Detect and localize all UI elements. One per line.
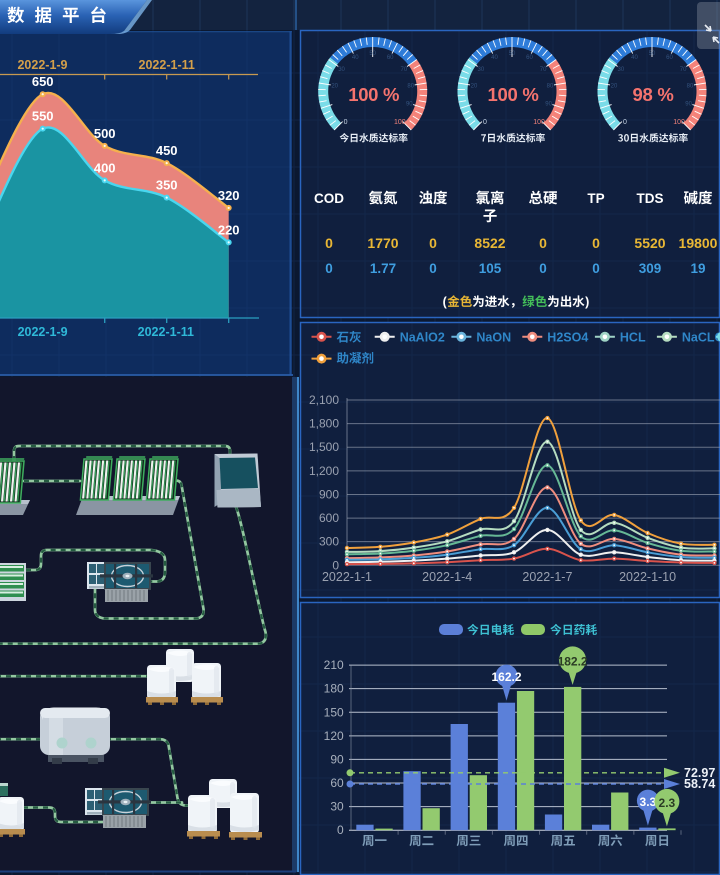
svg-text:50: 50 bbox=[369, 51, 376, 57]
svg-text:500: 500 bbox=[94, 126, 116, 141]
svg-text:20: 20 bbox=[331, 83, 338, 89]
svg-text:60: 60 bbox=[387, 55, 394, 61]
svg-text:30: 30 bbox=[618, 67, 625, 73]
svg-text:5520: 5520 bbox=[634, 235, 665, 251]
svg-text:600: 600 bbox=[319, 511, 339, 525]
svg-text:0: 0 bbox=[429, 235, 437, 251]
svg-text:60: 60 bbox=[330, 776, 344, 790]
svg-text:40: 40 bbox=[491, 55, 498, 61]
svg-text:HCL: HCL bbox=[620, 331, 646, 345]
svg-text:350: 350 bbox=[156, 178, 178, 193]
svg-text:2,100: 2,100 bbox=[309, 393, 339, 407]
svg-text:70: 70 bbox=[680, 67, 687, 73]
svg-text:2.3: 2.3 bbox=[659, 796, 676, 810]
svg-text:1,500: 1,500 bbox=[309, 440, 339, 454]
svg-text:80: 80 bbox=[547, 83, 554, 89]
svg-text:90: 90 bbox=[330, 752, 344, 766]
svg-text:2022-1-9: 2022-1-9 bbox=[17, 58, 67, 72]
svg-text:NaON: NaON bbox=[476, 331, 511, 345]
svg-text:90: 90 bbox=[406, 101, 413, 107]
svg-text:50: 50 bbox=[649, 51, 656, 57]
svg-text:70: 70 bbox=[401, 67, 408, 73]
svg-text:(: ( bbox=[443, 295, 448, 309]
svg-text:19800: 19800 bbox=[679, 235, 718, 251]
svg-text:72.97: 72.97 bbox=[684, 766, 715, 780]
svg-text:80: 80 bbox=[687, 83, 694, 89]
svg-text:30: 30 bbox=[338, 67, 345, 73]
svg-text:210: 210 bbox=[324, 658, 344, 672]
svg-text:98 %: 98 % bbox=[633, 84, 674, 105]
svg-text:0: 0 bbox=[539, 261, 547, 276]
svg-text:100: 100 bbox=[394, 119, 406, 126]
svg-text:2022-1-9: 2022-1-9 bbox=[18, 325, 68, 339]
svg-text:H2SO4: H2SO4 bbox=[547, 331, 588, 345]
svg-text:100 %: 100 % bbox=[488, 84, 539, 105]
svg-text:1,800: 1,800 bbox=[309, 417, 339, 431]
svg-text:320: 320 bbox=[218, 188, 240, 203]
svg-text:2022-1-11: 2022-1-11 bbox=[139, 58, 195, 72]
svg-text:): ) bbox=[585, 295, 589, 309]
svg-text:105: 105 bbox=[479, 261, 502, 276]
svg-text:650: 650 bbox=[32, 74, 54, 89]
svg-text:19: 19 bbox=[690, 261, 705, 276]
svg-text:0: 0 bbox=[429, 261, 437, 276]
svg-text:20: 20 bbox=[471, 83, 478, 89]
svg-text:0: 0 bbox=[592, 235, 600, 251]
svg-text:30: 30 bbox=[330, 800, 344, 814]
svg-text:50: 50 bbox=[509, 51, 516, 57]
svg-text:60: 60 bbox=[666, 55, 673, 61]
svg-text:1.77: 1.77 bbox=[370, 261, 396, 276]
svg-text:0: 0 bbox=[325, 261, 333, 276]
svg-text:40: 40 bbox=[352, 55, 359, 61]
svg-text:TDS: TDS bbox=[637, 191, 664, 206]
svg-text:2022-1-11: 2022-1-11 bbox=[138, 325, 194, 339]
svg-text:8522: 8522 bbox=[474, 235, 505, 251]
svg-text:90: 90 bbox=[685, 101, 692, 107]
svg-text:2022-1-1: 2022-1-1 bbox=[322, 570, 372, 584]
svg-text:100 %: 100 % bbox=[348, 84, 399, 105]
svg-text:90: 90 bbox=[545, 101, 552, 107]
svg-text:70: 70 bbox=[540, 67, 547, 73]
svg-text:0: 0 bbox=[483, 119, 487, 126]
svg-text:0: 0 bbox=[344, 119, 348, 126]
svg-text:20: 20 bbox=[611, 83, 618, 89]
svg-text:0: 0 bbox=[623, 119, 627, 126]
svg-text:58.74: 58.74 bbox=[684, 777, 715, 791]
svg-text:182.2: 182.2 bbox=[558, 654, 588, 668]
svg-text:3.3: 3.3 bbox=[640, 795, 657, 809]
svg-text:1770: 1770 bbox=[367, 235, 398, 251]
svg-text:NaAlO2: NaAlO2 bbox=[400, 331, 445, 345]
svg-text:1,200: 1,200 bbox=[309, 464, 339, 478]
svg-text:TP: TP bbox=[587, 191, 604, 206]
svg-text:100: 100 bbox=[533, 119, 545, 126]
svg-text:300: 300 bbox=[319, 535, 339, 549]
svg-text:220: 220 bbox=[218, 222, 240, 237]
svg-text:180: 180 bbox=[324, 682, 344, 696]
svg-text:400: 400 bbox=[94, 160, 116, 175]
svg-text:0: 0 bbox=[332, 558, 339, 572]
svg-text:309: 309 bbox=[639, 261, 662, 276]
svg-text:40: 40 bbox=[631, 55, 638, 61]
svg-text:0: 0 bbox=[592, 261, 600, 276]
svg-text:0: 0 bbox=[325, 235, 333, 251]
svg-text:0: 0 bbox=[337, 823, 344, 837]
svg-text:60: 60 bbox=[526, 55, 533, 61]
svg-text:2022-1-7: 2022-1-7 bbox=[522, 570, 572, 584]
svg-text:550: 550 bbox=[32, 109, 54, 124]
svg-text:80: 80 bbox=[407, 83, 414, 89]
svg-text:120: 120 bbox=[324, 729, 344, 743]
svg-text:2022-1-10: 2022-1-10 bbox=[619, 570, 676, 584]
svg-text:900: 900 bbox=[319, 487, 339, 501]
svg-text:0: 0 bbox=[539, 235, 547, 251]
svg-text:150: 150 bbox=[324, 705, 344, 719]
svg-text:NaCLO: NaCLO bbox=[682, 331, 720, 345]
svg-text:2022-1-4: 2022-1-4 bbox=[422, 570, 472, 584]
svg-text:450: 450 bbox=[156, 143, 178, 158]
svg-text:30: 30 bbox=[478, 67, 485, 73]
svg-text:100: 100 bbox=[673, 119, 685, 126]
svg-text:COD: COD bbox=[314, 191, 344, 206]
svg-text:162.2: 162.2 bbox=[491, 670, 521, 684]
